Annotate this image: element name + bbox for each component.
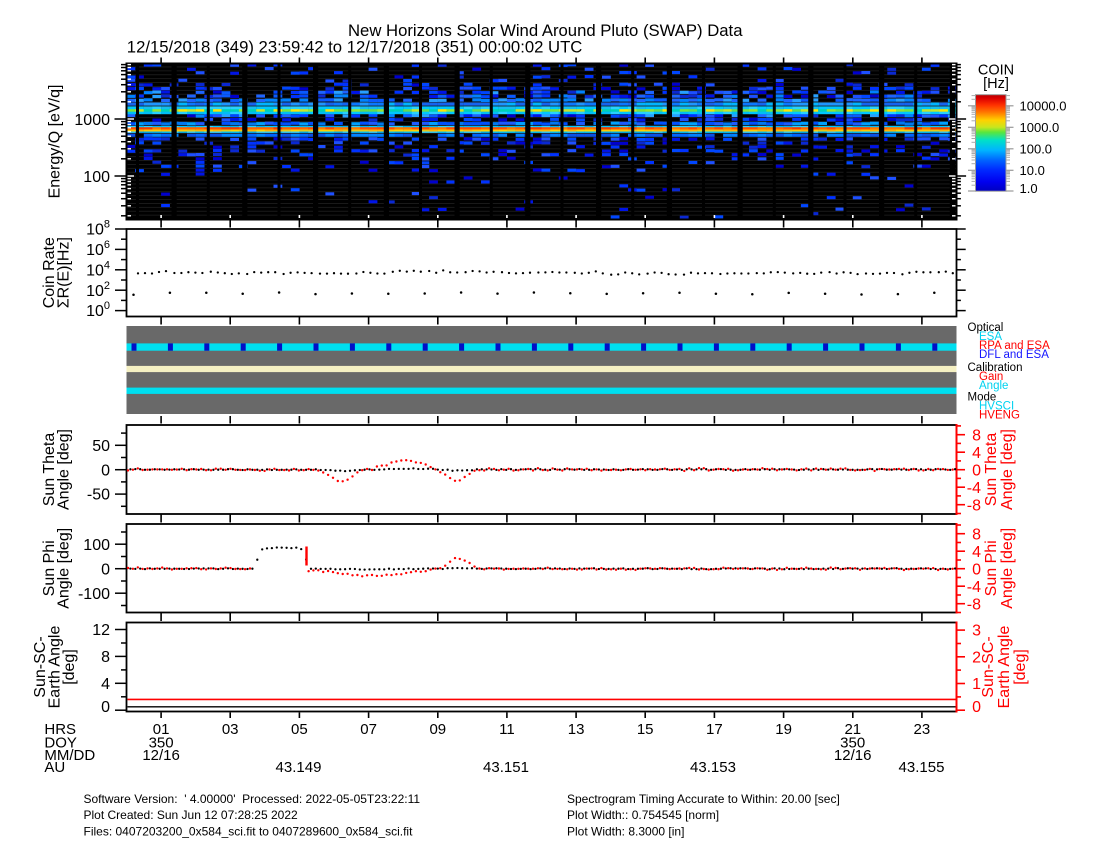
svg-text:Angle [deg]: Angle [deg]	[56, 429, 73, 510]
svg-text:3: 3	[972, 623, 981, 640]
svg-text:-4: -4	[967, 480, 981, 497]
svg-text:1000: 1000	[74, 112, 110, 129]
svg-text:8: 8	[101, 649, 110, 666]
svg-text:43.153: 43.153	[690, 759, 736, 776]
svg-text:Angle [deg]: Angle [deg]	[999, 528, 1016, 609]
svg-text:Plot Width:: 0.754545 [norm]: Plot Width:: 0.754545 [norm]	[567, 808, 719, 822]
svg-text:17: 17	[706, 721, 723, 738]
svg-text:4: 4	[972, 445, 981, 462]
svg-text:Sun-SC-: Sun-SC-	[32, 636, 49, 697]
svg-text:0: 0	[972, 561, 981, 578]
svg-text:43.151: 43.151	[483, 759, 529, 776]
svg-text:03: 03	[222, 721, 239, 738]
svg-text:Coin Rate: Coin Rate	[41, 237, 58, 308]
svg-text:12/15/2018 (349) 23:59:42 to 1: 12/15/2018 (349) 23:59:42 to 12/17/2018 …	[127, 38, 583, 57]
svg-text:Plot Created: Sun Jun 12 07:28: Plot Created: Sun Jun 12 07:28:25 2022	[84, 808, 298, 822]
svg-text:HRS: HRS	[44, 721, 76, 738]
svg-text:0: 0	[101, 699, 110, 716]
svg-text:Earth Angle: Earth Angle	[47, 626, 64, 709]
svg-text:12/16: 12/16	[142, 747, 180, 764]
svg-text:100: 100	[83, 537, 110, 554]
svg-text:[deg]: [deg]	[1012, 649, 1029, 685]
svg-text:12: 12	[92, 622, 110, 639]
svg-text:Mode: Mode	[968, 391, 997, 403]
svg-text:Files: 0407203200_0x584_sci.fi: Files: 0407203200_0x584_sci.fit to 04072…	[84, 824, 414, 838]
svg-text:Sun-SC-: Sun-SC-	[980, 636, 997, 697]
svg-text:ESA: ESA	[979, 331, 1002, 343]
svg-text:350: 350	[149, 734, 174, 751]
svg-text:0: 0	[972, 699, 981, 716]
svg-text:11: 11	[499, 721, 515, 738]
svg-text:50: 50	[92, 438, 110, 455]
svg-text:8: 8	[972, 427, 981, 444]
svg-text:Sun Phi: Sun Phi	[41, 540, 58, 596]
svg-text:-8: -8	[967, 596, 981, 613]
svg-text:1: 1	[972, 676, 981, 693]
svg-text:19: 19	[775, 721, 792, 738]
svg-text:MM/DD: MM/DD	[44, 747, 95, 764]
svg-text:21: 21	[844, 721, 861, 738]
svg-text:Calibration: Calibration	[968, 362, 1023, 374]
svg-text:Angle [deg]: Angle [deg]	[999, 429, 1016, 510]
svg-text:100.0: 100.0	[1020, 141, 1053, 156]
svg-text:350: 350	[840, 734, 865, 751]
svg-text:1.0: 1.0	[1020, 181, 1038, 196]
svg-text:43.155: 43.155	[899, 759, 945, 776]
svg-text:Gain: Gain	[979, 371, 1003, 383]
svg-text:Sun Theta: Sun Theta	[983, 433, 1000, 507]
svg-text:4: 4	[101, 676, 110, 693]
svg-text:43.149: 43.149	[276, 759, 322, 776]
svg-text:Angle: Angle	[979, 380, 1008, 392]
svg-text:4: 4	[972, 544, 981, 561]
svg-text:Sun Theta: Sun Theta	[41, 433, 58, 507]
svg-text:8: 8	[972, 526, 981, 543]
svg-text:[Hz]: [Hz]	[983, 76, 1009, 92]
svg-text:100: 100	[83, 169, 110, 186]
svg-text:[deg]: [deg]	[61, 649, 78, 685]
svg-text:RPA and ESA: RPA and ESA	[979, 340, 1050, 352]
svg-text:0: 0	[972, 462, 981, 479]
svg-text:Sun Phi: Sun Phi	[983, 540, 1000, 596]
svg-text:1000.0: 1000.0	[1020, 120, 1060, 135]
svg-text:09: 09	[429, 721, 446, 738]
svg-text:Plot Width: 8.3000 [in]: Plot Width: 8.3000 [in]	[567, 824, 684, 838]
svg-text:13: 13	[568, 721, 585, 738]
svg-text:2: 2	[972, 649, 981, 666]
svg-text:New Horizons Solar Wind Around: New Horizons Solar Wind Around Pluto (SW…	[348, 21, 743, 40]
svg-text:AU: AU	[44, 759, 65, 776]
svg-text:10000.0: 10000.0	[1020, 98, 1067, 113]
svg-text:Earth Angle: Earth Angle	[996, 626, 1013, 709]
svg-text:Energy/Q [eV/q]: Energy/Q [eV/q]	[47, 85, 64, 199]
svg-text:0: 0	[101, 462, 110, 479]
svg-text:Angle [deg]: Angle [deg]	[56, 528, 73, 609]
svg-text:HVSCI: HVSCI	[979, 400, 1014, 412]
svg-text:-50: -50	[87, 487, 110, 504]
svg-text:HVENG: HVENG	[979, 409, 1020, 421]
svg-text:05: 05	[291, 721, 308, 738]
svg-text:15: 15	[637, 721, 654, 738]
svg-text:07: 07	[360, 721, 377, 738]
svg-text:12/16: 12/16	[834, 747, 872, 764]
svg-text:-100: -100	[78, 586, 110, 603]
svg-text:ΣR(E)[Hz]: ΣR(E)[Hz]	[56, 237, 73, 308]
svg-text:-4: -4	[967, 579, 981, 596]
svg-text:DOY: DOY	[44, 734, 77, 751]
svg-text:23: 23	[914, 721, 931, 738]
svg-text:Optical: Optical	[968, 322, 1004, 334]
svg-text:01: 01	[153, 721, 170, 738]
svg-text:COIN: COIN	[978, 63, 1014, 79]
svg-text:0: 0	[101, 561, 110, 578]
svg-text:10.0: 10.0	[1020, 163, 1045, 178]
svg-text:Spectrogram Timing Accurate to: Spectrogram Timing Accurate to Within: 2…	[567, 792, 840, 806]
svg-text:Software Version: ' 4.00000': Software Version: ' 4.00000' Processed: …	[84, 792, 421, 806]
svg-text:DFL and ESA: DFL and ESA	[979, 349, 1049, 361]
svg-text:-8: -8	[967, 497, 981, 514]
